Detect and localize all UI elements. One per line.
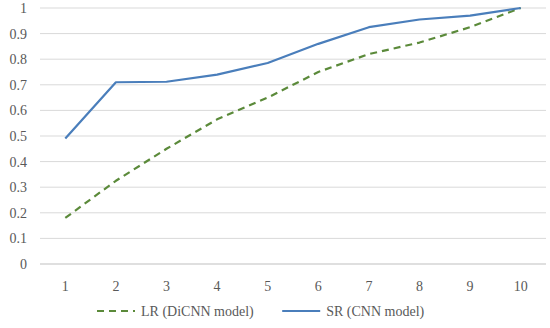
- y-tick-label: 0.2: [10, 206, 28, 221]
- series-line: [65, 8, 520, 218]
- legend-swatch: [97, 310, 135, 312]
- grid-line: [40, 136, 546, 137]
- y-tick-label: 0.7: [10, 78, 28, 93]
- x-tick-label: 10: [514, 279, 528, 294]
- y-tick-label: 0.6: [10, 103, 28, 118]
- y-tick-label: 0.4: [10, 155, 28, 170]
- grid-line: [40, 8, 546, 9]
- x-tick-label: 2: [112, 279, 119, 294]
- grid-line: [40, 33, 546, 34]
- y-tick-label: 0.9: [10, 27, 28, 42]
- legend-label: LR (DiCNN model): [141, 304, 254, 320]
- chart: 0 0.1 0.2 0.3 0.4 0.5 0.6 0.7 0.8 0.9 1 1 2 3 4 5 6 7 8 9 10…: [0, 0, 550, 328]
- series-line: [65, 8, 520, 139]
- plot-lines: [65, 8, 520, 218]
- x-tick-label: 7: [365, 279, 372, 294]
- x-tick-label: 5: [264, 279, 271, 294]
- grid-line: [40, 161, 546, 162]
- grid-line: [40, 187, 546, 188]
- y-tick-label: 0.1: [10, 231, 28, 246]
- legend: LR (DiCNN model) SR (CNN model): [97, 304, 425, 320]
- y-tick-label: 0: [20, 257, 27, 272]
- grid-line: [40, 110, 546, 111]
- x-tick-label: 3: [163, 279, 170, 294]
- grid-line: [40, 264, 546, 265]
- x-tick-label: 6: [315, 279, 322, 294]
- y-tick-label: 0.5: [10, 129, 28, 144]
- legend-label: SR (CNN model): [326, 304, 424, 320]
- grid-line: [40, 59, 546, 60]
- x-tick-label: 1: [62, 279, 69, 294]
- y-tick-label: 0.3: [10, 180, 28, 195]
- y-tick-label: 0.8: [10, 52, 28, 67]
- legend-swatch: [282, 310, 320, 312]
- x-tick-label: 8: [416, 279, 423, 294]
- x-tick-label: 9: [467, 279, 474, 294]
- x-tick-label: 4: [214, 279, 221, 294]
- grid-line: [40, 212, 546, 213]
- y-tick-label: 1: [20, 1, 27, 16]
- grid-line: [40, 238, 546, 239]
